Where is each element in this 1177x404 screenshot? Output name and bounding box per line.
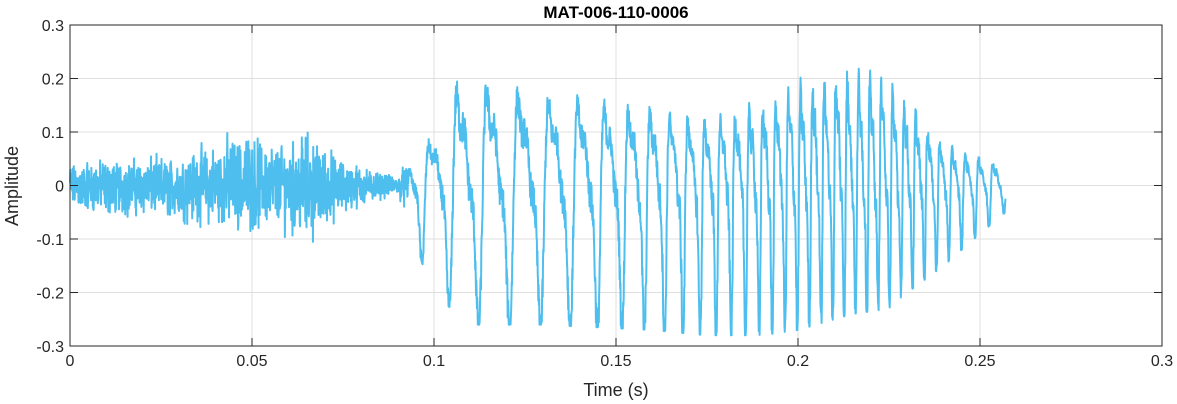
x-axis-label: Time (s) (583, 380, 648, 400)
y-axis-label: Amplitude (2, 146, 22, 226)
y-tick-label: -0.2 (36, 286, 64, 303)
chart-title: MAT-006-110-0006 (543, 3, 688, 22)
signal-layer (69, 67, 1007, 337)
y-tick-label: 0.2 (42, 72, 64, 89)
x-tick-label: 0.15 (600, 353, 631, 370)
x-axis-ticks: 0 0.05 0.1 0.15 0.2 0.25 0.3 (66, 25, 1173, 370)
y-tick-label: -0.1 (36, 232, 64, 249)
y-tick-label: -0.3 (36, 339, 64, 356)
x-tick-label: 0.2 (787, 353, 809, 370)
x-tick-label: 0 (66, 353, 75, 370)
y-tick-label: 0.3 (42, 18, 64, 35)
x-tick-label: 0.1 (423, 353, 445, 370)
y-tick-label: 0 (55, 179, 64, 196)
x-tick-label: 0.25 (964, 353, 995, 370)
x-tick-label: 0.3 (1151, 353, 1173, 370)
y-tick-label: 0.1 (42, 125, 64, 142)
signal-waveform (69, 67, 1007, 337)
x-tick-label: 0.05 (236, 353, 267, 370)
y-axis-ticks: -0.3 -0.2 -0.1 0 0.1 0.2 0.3 (36, 18, 1162, 356)
